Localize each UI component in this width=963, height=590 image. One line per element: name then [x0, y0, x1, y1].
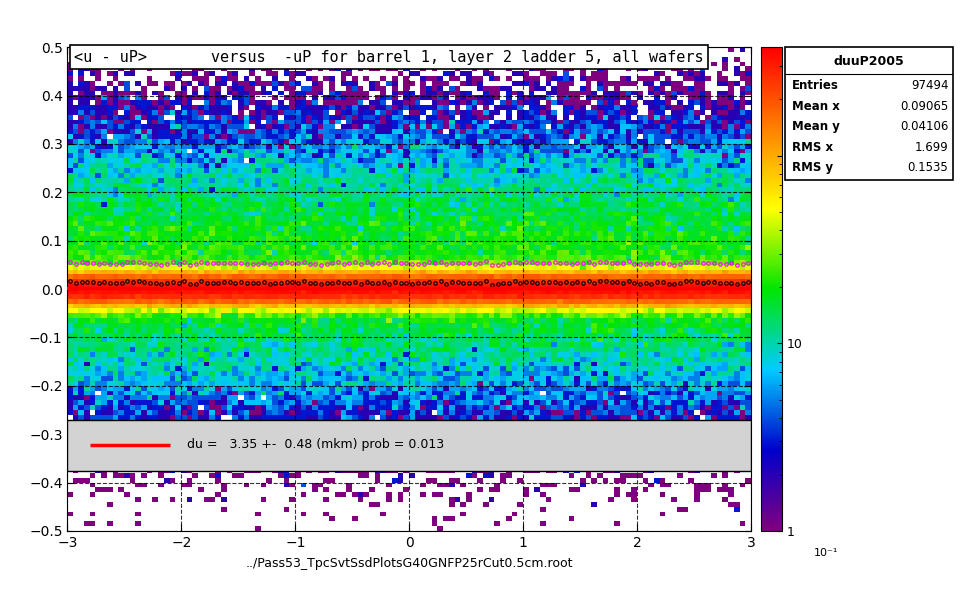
Text: Mean y: Mean y [792, 120, 840, 133]
Text: Entries: Entries [792, 79, 839, 92]
Text: <u - uP>       versus  -uP for barrel 1, layer 2 ladder 5, all wafers: <u - uP> versus -uP for barrel 1, layer … [74, 50, 704, 65]
Text: du =   3.35 +-  0.48 (mkm) prob = 0.013: du = 3.35 +- 0.48 (mkm) prob = 0.013 [187, 438, 444, 451]
Text: 0.1535: 0.1535 [907, 162, 949, 175]
Text: 0.04106: 0.04106 [900, 120, 949, 133]
Text: 10⁻¹: 10⁻¹ [814, 548, 838, 558]
Text: 0.09065: 0.09065 [900, 100, 949, 113]
Text: RMS x: RMS x [792, 141, 833, 154]
Bar [67, 419, 751, 471]
Text: RMS y: RMS y [792, 162, 833, 175]
Text: 1.699: 1.699 [915, 141, 949, 154]
Text: 97494: 97494 [911, 79, 949, 92]
Text: duuP2005: duuP2005 [834, 55, 904, 68]
X-axis label: ../Pass53_TpcSvtSsdPlotsG40GNFP25rCut0.5cm.root: ../Pass53_TpcSvtSsdPlotsG40GNFP25rCut0.5… [246, 557, 573, 570]
Text: Mean x: Mean x [792, 100, 840, 113]
